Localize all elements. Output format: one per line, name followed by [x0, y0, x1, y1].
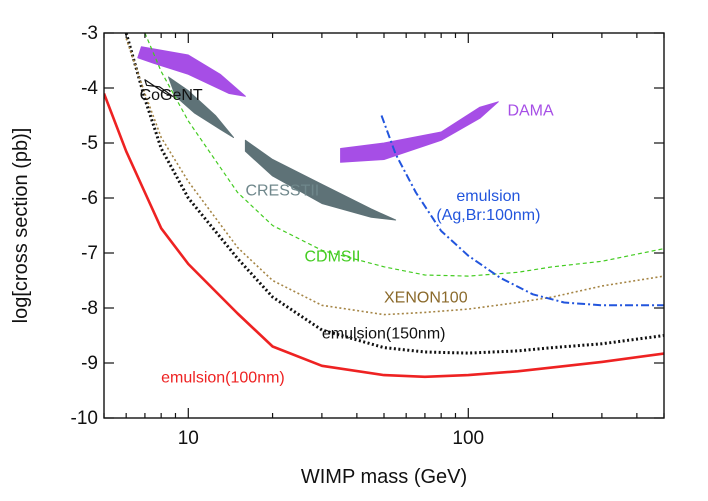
y-tick-label: -8: [81, 298, 98, 319]
regions-layer: [137, 46, 499, 221]
series-label-4: emulsion: [456, 188, 520, 205]
series-label-3: CDMSII: [304, 248, 360, 265]
series-label-2: XENON100: [384, 290, 468, 307]
series-layer: [104, 33, 664, 379]
y-tick-label: -10: [71, 408, 98, 429]
region-dama-part-2: [340, 101, 499, 163]
y-tick-label: -5: [81, 133, 98, 154]
x-axis-title: WIMP mass (GeV): [301, 466, 467, 488]
x-tick-label: 100: [452, 428, 484, 449]
region-dama: [137, 46, 246, 97]
region-cogent: [144, 79, 174, 97]
ticks-layer: -3 -4 -5 -6 -7 -8 -9 -10 10 100: [71, 23, 665, 449]
y-tick-label: -3: [81, 23, 98, 44]
y-tick-label: -7: [81, 243, 98, 264]
region-label-cresstii: CRESSTII: [245, 182, 319, 199]
series-line-3: [144, 33, 664, 277]
series-line-0: [104, 93, 664, 379]
y-axis-title: log[cross section (pb)]: [10, 128, 32, 324]
y-tick-label: -6: [81, 188, 98, 209]
labels-layer: emulsion(100nm) emulsion(150nm) XENON100 CD…: [140, 87, 554, 386]
y-tick-label: -9: [81, 353, 98, 374]
series-line-4: [380, 115, 664, 307]
y-tick-label: -4: [81, 78, 98, 99]
region-cresstii-part-2: [244, 139, 397, 221]
region-label-cogent: CoGeNT: [140, 87, 203, 104]
x-tick-label: 10: [178, 428, 199, 449]
series-label-4-line-2: (Ag,Br:100nm): [436, 207, 540, 224]
series-label-0: emulsion(100nm): [161, 369, 285, 386]
series-label-1: emulsion(150nm): [322, 325, 446, 342]
series-line-1: [124, 33, 664, 355]
region-label-dama: DAMA: [507, 103, 554, 120]
region-cresstii: [168, 76, 234, 138]
